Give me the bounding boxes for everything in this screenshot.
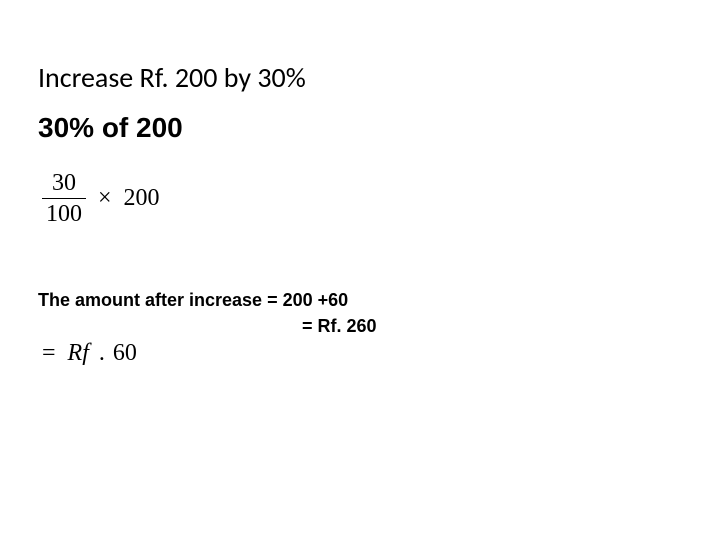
denominator: 100 <box>42 201 86 227</box>
result-line-2: = Rf. 260 <box>302 316 377 337</box>
result-line-1: The amount after increase = 200 +60 <box>38 290 348 311</box>
dot: . <box>97 340 107 366</box>
rf-label: Rf <box>68 340 91 366</box>
subtitle: 30% of 200 <box>38 112 183 144</box>
fraction: 30 100 <box>42 170 86 228</box>
computed-value: 60 <box>113 340 137 366</box>
times-symbol: × <box>92 185 118 212</box>
equals-sign: = <box>42 340 62 366</box>
problem-title: Increase Rf. 200 by 30% <box>38 60 306 95</box>
multiplicand: 200 <box>124 185 160 212</box>
fraction-bar <box>42 198 86 199</box>
computed-equation: = Rf . 60 <box>42 340 137 367</box>
numerator: 30 <box>42 170 86 196</box>
fraction-expression: 30 100 × 200 <box>42 170 160 228</box>
